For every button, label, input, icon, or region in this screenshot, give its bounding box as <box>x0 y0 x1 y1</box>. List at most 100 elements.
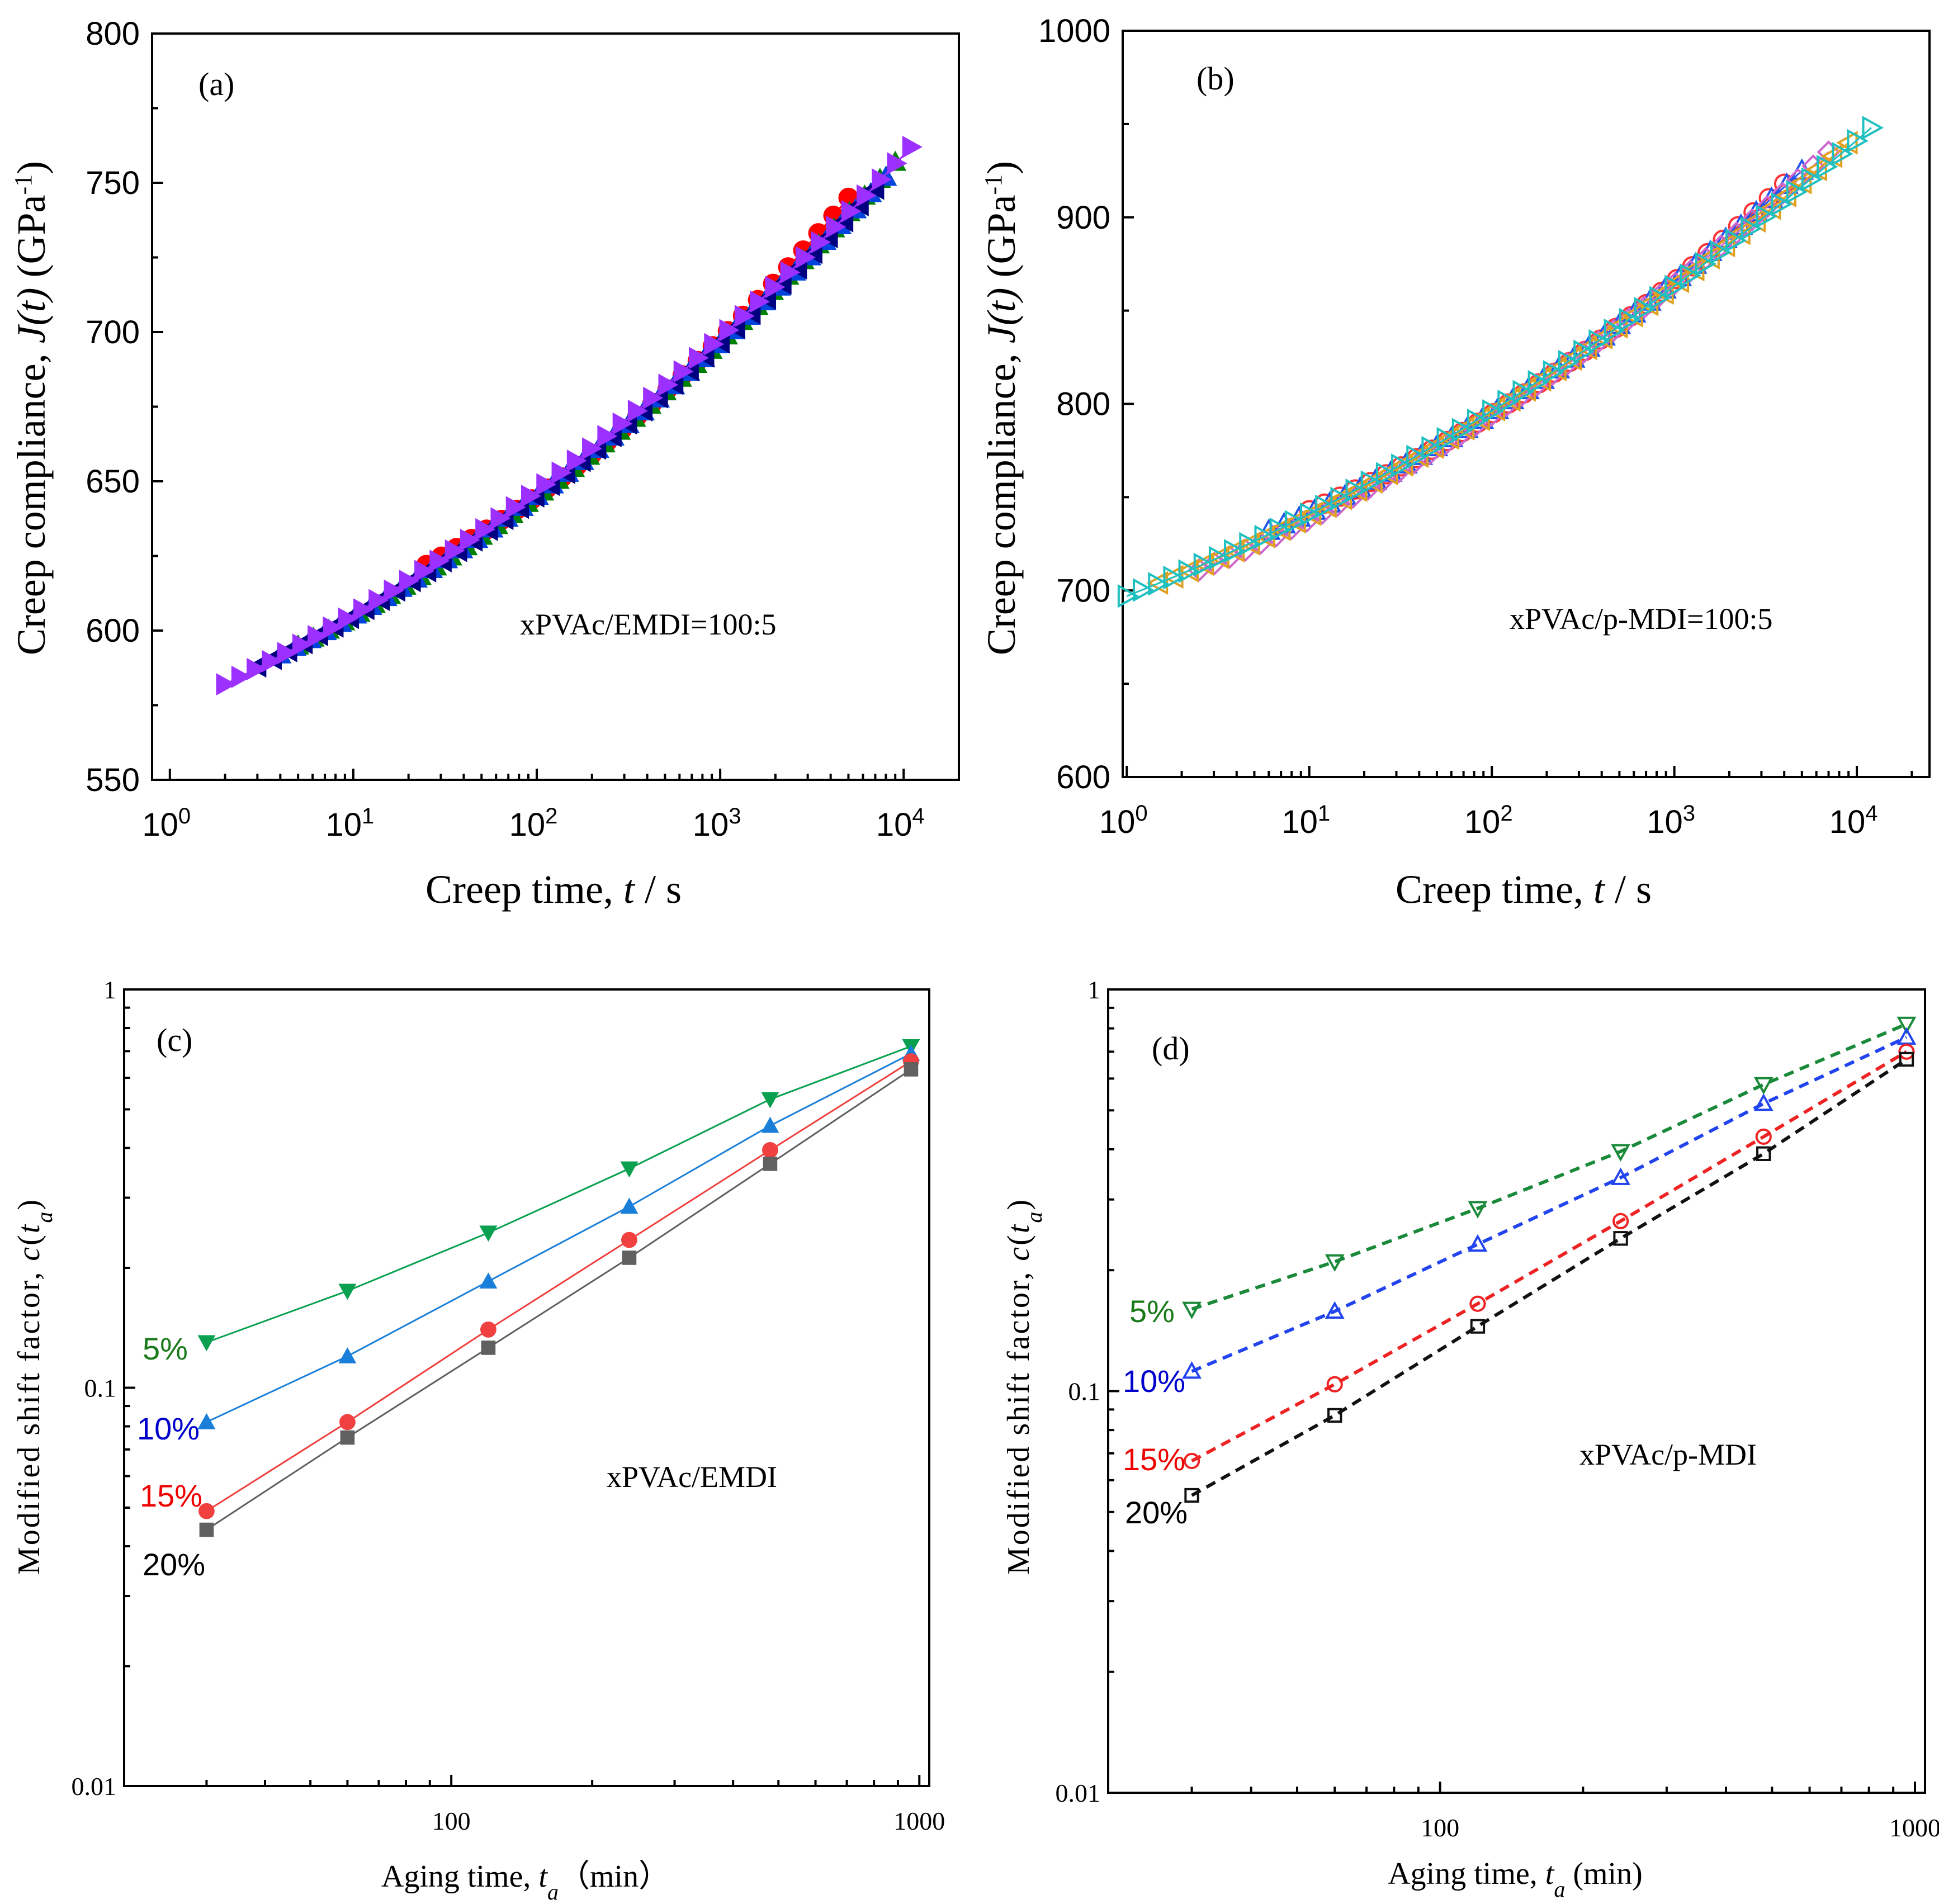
data-point <box>1695 252 1717 276</box>
panel-b-label: (b) <box>1196 60 1235 97</box>
y-tick-label: 0.01 <box>1056 1779 1101 1807</box>
panel-d-annotation: xPVAc/p-MDI <box>1579 1438 1757 1471</box>
data-point <box>1897 1016 1917 1035</box>
x-tick-label: 100 <box>1099 801 1148 840</box>
panel-c: 0.01 0.1 1 100 1000 5% 10% 15% 20% (c) xPVAc/E… <box>12 975 945 1904</box>
series-15pct <box>1183 1043 1915 1470</box>
series-label: 15% <box>1123 1442 1185 1477</box>
data-point <box>1184 1488 1199 1503</box>
data-point <box>338 1283 357 1300</box>
data-point <box>1755 1128 1772 1145</box>
data-point <box>1725 221 1748 245</box>
data-point <box>1604 318 1626 343</box>
data-point <box>338 1347 357 1363</box>
data-point <box>1613 1231 1628 1246</box>
data-point <box>1133 578 1155 602</box>
data-point <box>197 1335 216 1352</box>
series-label: 10% <box>1123 1363 1185 1399</box>
panel-d: 0.01 0.1 1 100 1000 5% 10% 15% 20% (d) xPVAc/p… <box>1001 975 1939 1902</box>
series-line <box>1126 127 1872 597</box>
y-tick-label: 600 <box>86 613 140 649</box>
data-point <box>479 1272 498 1289</box>
data-point <box>763 1157 778 1171</box>
data-point <box>1360 470 1383 495</box>
data-point <box>480 1321 496 1338</box>
y-tick-label: 0.1 <box>1068 1377 1101 1406</box>
x-tick-label: 100 <box>1421 1813 1459 1842</box>
data-point <box>1573 339 1595 364</box>
data-point <box>1756 204 1777 229</box>
x-tick-label: 103 <box>693 804 741 843</box>
data-point <box>1725 228 1747 253</box>
data-point <box>1239 532 1261 556</box>
data-point <box>340 1430 355 1445</box>
panel-b-ylabel: Creep compliance, J(t) (GPa-1) <box>979 161 1024 655</box>
data-point <box>1470 1319 1486 1334</box>
data-point <box>1588 329 1610 353</box>
panel-d-xlabel: Aging time, ta (min) <box>1388 1856 1643 1902</box>
data-point <box>1710 240 1732 264</box>
series-line <box>1191 1058 1908 1497</box>
series-20pct <box>199 1062 919 1537</box>
series-label: 20% <box>1125 1495 1188 1530</box>
data-point <box>887 152 907 175</box>
data-point <box>1436 427 1459 451</box>
panel-c-xlabel: Aging time, ta（min） <box>381 1859 670 1904</box>
series-5pct <box>1182 1016 1917 1319</box>
data-point <box>904 1062 919 1077</box>
panel-a: 550 600 650 700 750 800 100 101 102 103 104 (a) x… <box>9 16 960 912</box>
panel-c-annotation: xPVAc/EMDI <box>607 1460 777 1494</box>
series-line <box>224 146 912 685</box>
panel-d-plot-area <box>1107 988 1926 1794</box>
x-tick-label: 102 <box>1464 801 1513 840</box>
data-point <box>1391 453 1413 477</box>
y-tick-label: 650 <box>86 463 140 500</box>
y-tick-label: 800 <box>1056 386 1110 423</box>
data-point <box>1208 546 1231 570</box>
data-point <box>1421 435 1443 460</box>
y-tick-label: 700 <box>1056 572 1110 609</box>
data-point <box>1898 1043 1915 1060</box>
data-point <box>1611 1144 1630 1162</box>
data-point <box>1527 370 1550 394</box>
y-tick-label: 1000 <box>1038 13 1110 49</box>
data-point <box>1756 1146 1771 1162</box>
x-tick-label: 100 <box>142 804 191 843</box>
y-tick-label: 750 <box>86 165 140 201</box>
data-point <box>1558 349 1580 374</box>
data-point <box>622 1251 637 1265</box>
x-tick-label: 102 <box>509 804 558 843</box>
x-tick-label: 1000 <box>1889 1813 1939 1842</box>
data-point <box>1193 552 1216 577</box>
data-point <box>1899 1052 1914 1067</box>
data-point <box>1468 1201 1488 1219</box>
series-line <box>206 1060 912 1512</box>
series-10pct <box>1182 1027 1917 1379</box>
panel-a-label: (a) <box>198 66 234 102</box>
data-point <box>1771 192 1793 216</box>
panel-a-ylabel: Creep compliance, J(t) (GPa-1) <box>9 161 54 655</box>
series-line <box>206 1068 912 1531</box>
data-point <box>1862 116 1884 140</box>
data-point <box>1634 297 1656 321</box>
y-tick-label: 1 <box>103 975 116 1004</box>
data-point <box>1771 182 1795 205</box>
series-line <box>206 1053 912 1423</box>
panel-d-ylabel: Modified shift factor, c(ta) <box>1001 1198 1047 1575</box>
data-point <box>1406 444 1428 469</box>
series-20pct <box>1184 1052 1914 1503</box>
data-point <box>1284 510 1307 534</box>
y-tick-label: 550 <box>86 762 140 798</box>
data-point <box>761 1092 779 1109</box>
panel-a-plot-area <box>151 32 960 781</box>
series-label: 10% <box>137 1411 200 1446</box>
data-point <box>1512 380 1534 404</box>
panel-c-label: (c) <box>157 1022 192 1058</box>
series-label: 15% <box>140 1478 202 1513</box>
data-point <box>1451 418 1474 442</box>
data-point <box>1612 1213 1629 1229</box>
x-tick-label: 104 <box>1829 801 1878 840</box>
data-point <box>620 1161 639 1178</box>
series-label: 5% <box>143 1331 188 1366</box>
